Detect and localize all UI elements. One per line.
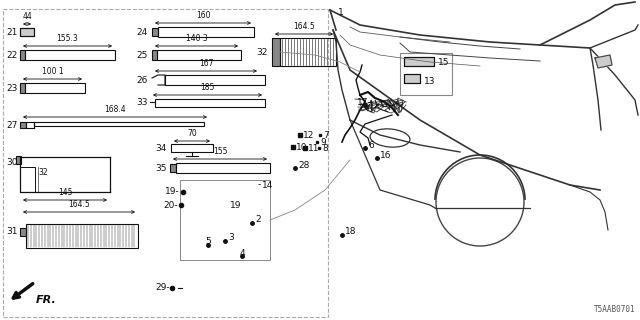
Bar <box>20 50 25 60</box>
Text: 27: 27 <box>6 121 18 130</box>
Bar <box>272 38 280 66</box>
Bar <box>404 74 420 83</box>
Text: 160: 160 <box>196 11 211 20</box>
Text: 19-: 19- <box>165 188 180 196</box>
Text: 155: 155 <box>212 147 227 156</box>
Text: 4: 4 <box>239 249 245 258</box>
Bar <box>176 163 270 173</box>
Text: 29-: 29- <box>155 284 170 292</box>
Text: 32: 32 <box>38 167 47 177</box>
Bar <box>170 164 176 172</box>
Bar <box>25 50 115 60</box>
Text: 19: 19 <box>230 201 241 210</box>
Text: 24: 24 <box>137 28 148 36</box>
Text: 8: 8 <box>322 143 328 153</box>
Text: 2: 2 <box>255 215 260 225</box>
Text: 25: 25 <box>136 51 148 60</box>
Text: 35: 35 <box>156 164 167 172</box>
Bar <box>280 38 336 66</box>
Text: 1: 1 <box>338 8 344 17</box>
Text: 26: 26 <box>136 76 148 84</box>
Bar <box>155 99 265 107</box>
Text: 13: 13 <box>424 76 435 85</box>
Bar <box>152 28 158 36</box>
Bar <box>20 122 26 128</box>
Bar <box>404 57 434 66</box>
Text: 185: 185 <box>200 83 214 92</box>
Text: 12: 12 <box>303 131 314 140</box>
Text: 31: 31 <box>6 228 18 236</box>
Text: 10: 10 <box>296 142 307 151</box>
Bar <box>3 9 328 317</box>
Text: 14: 14 <box>262 180 273 189</box>
Bar <box>20 28 34 36</box>
Bar <box>16 156 21 164</box>
Bar <box>20 228 26 236</box>
Text: 21: 21 <box>6 28 18 36</box>
Text: 34: 34 <box>156 143 167 153</box>
Text: 145: 145 <box>58 188 72 197</box>
Bar <box>400 53 452 95</box>
Bar <box>26 122 34 128</box>
Text: 7: 7 <box>323 131 329 140</box>
Bar <box>404 57 434 66</box>
Bar <box>165 75 265 85</box>
Text: 100 1: 100 1 <box>42 67 63 76</box>
Text: 168.4: 168.4 <box>104 105 126 114</box>
Text: 20-: 20- <box>163 201 178 210</box>
Text: 32: 32 <box>257 47 268 57</box>
Text: 28: 28 <box>298 161 309 170</box>
Text: 155.3: 155.3 <box>56 34 78 43</box>
Text: 5: 5 <box>205 237 211 246</box>
Text: 3: 3 <box>228 234 234 243</box>
Bar <box>25 83 85 93</box>
Bar <box>404 74 420 83</box>
Bar <box>180 180 270 260</box>
Text: 140 3: 140 3 <box>186 34 207 43</box>
Bar <box>20 28 34 36</box>
Bar <box>152 50 157 60</box>
Text: 164.5: 164.5 <box>293 22 315 31</box>
Text: 22: 22 <box>7 51 18 60</box>
Text: 15: 15 <box>438 58 449 67</box>
Text: 9: 9 <box>320 138 326 147</box>
Text: 164.5: 164.5 <box>68 200 90 209</box>
Bar <box>26 224 138 248</box>
Bar <box>20 83 25 93</box>
Text: 30: 30 <box>6 157 18 166</box>
Text: 17-: 17- <box>357 98 372 107</box>
Text: 70: 70 <box>187 129 197 138</box>
Text: 11: 11 <box>308 143 319 153</box>
Text: 23: 23 <box>6 84 18 92</box>
Text: 33: 33 <box>136 98 148 107</box>
Text: 16: 16 <box>380 150 392 159</box>
Text: 18: 18 <box>345 228 356 236</box>
Text: 44: 44 <box>22 12 32 21</box>
Text: 6: 6 <box>368 140 374 149</box>
Text: -: - <box>258 180 261 189</box>
Bar <box>158 27 254 37</box>
Text: T5AAB0701: T5AAB0701 <box>593 305 635 314</box>
Text: FR.: FR. <box>36 295 57 305</box>
Polygon shape <box>595 55 612 68</box>
Bar <box>171 144 213 152</box>
Text: 167: 167 <box>199 59 213 68</box>
Bar <box>34 122 204 126</box>
Bar <box>157 50 241 60</box>
